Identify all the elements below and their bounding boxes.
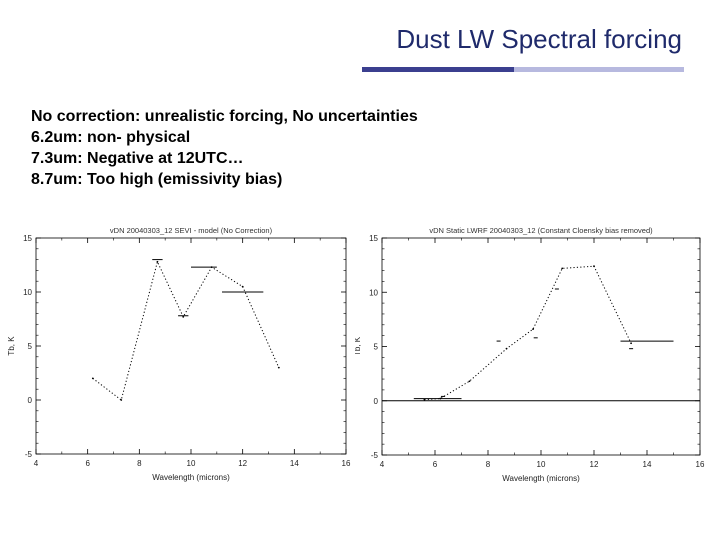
y-tick-label: 0: [374, 397, 379, 406]
data-point: [439, 397, 442, 400]
y-tick-label: 10: [23, 288, 32, 297]
plot-frame: [381, 237, 701, 456]
bullet-item: No correction: unrealistic forcing, No u…: [31, 108, 418, 125]
x-tick-label: 16: [342, 459, 351, 468]
x-tick-label: 6: [85, 459, 90, 468]
x-tick-label: 16: [696, 460, 705, 469]
y-tick-label: 5: [374, 343, 379, 352]
slide-title: Dust LW Spectral forcing: [396, 24, 682, 54]
data-point: [156, 260, 159, 263]
left-plot: vDN 20040303_12 SEVI - model (No Correct…: [7, 226, 351, 482]
bullet-item: 8.7um: Too high (emissivity bias): [31, 171, 283, 188]
x-tick-label: 14: [290, 459, 299, 468]
bullet-item: 6.2um: non- physical: [31, 129, 191, 146]
x-tick-label: 4: [34, 459, 39, 468]
title-underline-bar: [362, 67, 684, 72]
data-point: [505, 347, 508, 350]
x-tick-label: 12: [238, 459, 247, 468]
data-point: [593, 265, 595, 268]
series-line: [424, 265, 632, 401]
data-point: [210, 266, 213, 269]
data-point: [532, 328, 534, 331]
y-tick-label: -5: [25, 450, 33, 459]
y-tick-label: 15: [369, 234, 378, 243]
y-tick-label: 10: [369, 288, 378, 297]
bullet-list: No correction: unrealistic forcing, No u…: [31, 106, 418, 190]
series-line: [92, 260, 280, 401]
y-tick-label: 15: [23, 234, 32, 243]
x-tick-label: 4: [380, 460, 385, 469]
x-axis-label: Wavelength (microns): [152, 473, 230, 482]
y-tick-label: 5: [28, 342, 33, 351]
data-point: [241, 285, 244, 288]
x-tick-label: 6: [433, 460, 438, 469]
right-plot: vDN Static LWRF 20040303_12 (Constant Cl…: [355, 226, 705, 483]
x-tick-label: 8: [486, 460, 491, 469]
data-point: [561, 267, 564, 270]
bullet-item: 7.3um: Negative at 12UTC…: [31, 150, 244, 167]
chart-title: vDN Static LWRF 20040303_12 (Constant Cl…: [429, 226, 653, 235]
data-point: [182, 315, 185, 318]
x-axis-label: Wavelength (microns): [502, 474, 580, 483]
data-point: [277, 366, 280, 369]
data-point: [423, 398, 426, 401]
title-underline-light: [514, 67, 684, 72]
y-axis-label: Tb, K: [7, 336, 16, 356]
title-underline-dark: [362, 67, 514, 72]
data-point: [468, 380, 471, 383]
x-tick-label: 8: [137, 459, 142, 468]
y-axis-label: Tb, K: [355, 336, 362, 356]
x-tick-label: 10: [537, 460, 546, 469]
chart-title: vDN 20040303_12 SEVI - model (No Correct…: [110, 226, 273, 235]
y-tick-label: -5: [371, 451, 379, 460]
data-point: [91, 377, 94, 380]
x-tick-label: 14: [643, 460, 652, 469]
x-tick-label: 10: [187, 459, 196, 468]
plot-frame: [35, 237, 347, 455]
data-point: [120, 399, 123, 401]
data-point: [630, 342, 632, 345]
x-tick-label: 12: [590, 460, 599, 469]
y-tick-label: 0: [28, 396, 33, 405]
